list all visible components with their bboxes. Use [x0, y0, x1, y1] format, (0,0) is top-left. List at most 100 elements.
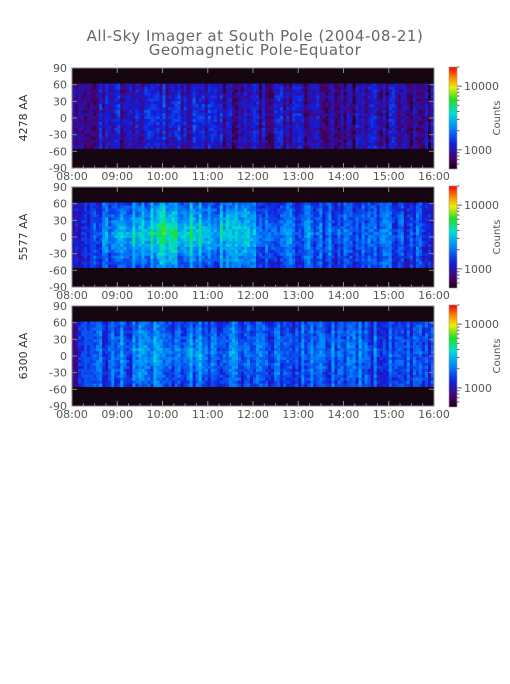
heatmap-cell — [316, 259, 319, 262]
heatmap-cell — [328, 241, 331, 244]
heatmap-cell — [147, 95, 150, 98]
heatmap-cell — [111, 95, 114, 98]
heatmap-cell — [328, 140, 331, 143]
heatmap-cell — [153, 84, 156, 87]
heatmap-cell — [81, 98, 84, 101]
heatmap-cell — [259, 253, 262, 256]
heatmap-cell — [319, 203, 322, 206]
heatmap-cell — [286, 98, 289, 101]
heatmap-cell — [380, 87, 383, 90]
heatmap-cell — [105, 84, 108, 87]
heatmap-cell — [328, 203, 331, 206]
heatmap-cell — [241, 107, 244, 110]
heatmap-cell — [135, 208, 138, 211]
heatmap-cell — [150, 104, 153, 107]
heatmap-cell — [265, 229, 268, 232]
heatmap-cell — [334, 143, 337, 146]
heatmap-cell — [87, 217, 90, 220]
heatmap-cell — [331, 211, 334, 214]
heatmap-cell — [286, 125, 289, 128]
heatmap-cell — [99, 226, 102, 229]
heatmap-cell — [241, 232, 244, 235]
heatmap-cell — [262, 143, 265, 146]
heatmap-cell — [208, 140, 211, 143]
heatmap-cell — [126, 110, 129, 113]
heatmap-cell — [250, 87, 253, 90]
heatmap-cell — [262, 265, 265, 268]
heatmap-cell — [298, 134, 301, 137]
heatmap-cell — [268, 223, 271, 226]
heatmap-cell — [322, 116, 325, 119]
heatmap-cell — [78, 244, 81, 247]
heatmap-cell — [377, 98, 380, 101]
heatmap-cell — [81, 232, 84, 235]
heatmap-cell — [334, 220, 337, 223]
heatmap-cell — [144, 122, 147, 125]
heatmap-cell — [328, 146, 331, 149]
heatmap-cell — [292, 113, 295, 116]
heatmap-cell — [229, 220, 232, 223]
heatmap-cell — [96, 104, 99, 107]
heatmap-cell — [220, 250, 223, 253]
heatmap-cell — [208, 107, 211, 110]
heatmap-cell — [340, 256, 343, 259]
figure-subtitle: Geomagnetic Pole-Equator — [149, 41, 362, 59]
heatmap-cell — [301, 235, 304, 238]
heatmap-cell — [268, 217, 271, 220]
heatmap-cell — [235, 87, 238, 90]
heatmap-cell — [226, 128, 229, 131]
heatmap-cell — [374, 247, 377, 250]
heatmap-cell — [166, 146, 169, 149]
heatmap-cell — [211, 84, 214, 87]
heatmap-cell — [232, 84, 235, 87]
heatmap-cell — [253, 214, 256, 217]
heatmap-cell — [337, 256, 340, 259]
heatmap-cell — [208, 226, 211, 229]
heatmap-cell — [307, 140, 310, 143]
heatmap-cell — [147, 208, 150, 211]
heatmap-cell — [141, 241, 144, 244]
heatmap-cell — [347, 214, 350, 217]
heatmap-cell — [304, 238, 307, 241]
heatmap-cell — [129, 98, 132, 101]
heatmap-cell — [277, 211, 280, 214]
heatmap-cell — [226, 203, 229, 206]
heatmap-cell — [229, 226, 232, 229]
heatmap-cell — [359, 211, 362, 214]
heatmap-cell — [280, 84, 283, 87]
heatmap-cell — [205, 256, 208, 259]
heatmap-cell — [226, 134, 229, 137]
heatmap-cell — [132, 226, 135, 229]
heatmap-cell — [365, 220, 368, 223]
heatmap-cell — [159, 232, 162, 235]
heatmap-cell — [259, 262, 262, 265]
heatmap-cell — [334, 223, 337, 226]
heatmap-cell — [105, 208, 108, 211]
heatmap-cell — [244, 89, 247, 92]
heatmap-cell — [114, 146, 117, 149]
heatmap-cell — [93, 131, 96, 134]
heatmap-cell — [178, 206, 181, 209]
heatmap-cell — [159, 110, 162, 113]
heatmap-cell — [102, 217, 105, 220]
heatmap-cell — [301, 140, 304, 143]
heatmap-cell — [81, 87, 84, 90]
heatmap-cell — [78, 223, 81, 226]
heatmap-cell — [262, 84, 265, 87]
heatmap-cell — [187, 134, 190, 137]
heatmap-cell — [138, 220, 141, 223]
heatmap-cell — [277, 206, 280, 209]
heatmap-cell — [193, 265, 196, 268]
heatmap-cell — [196, 143, 199, 146]
heatmap-cell — [193, 214, 196, 217]
heatmap-cell — [211, 259, 214, 262]
heatmap-cell — [277, 235, 280, 238]
heatmap-cell — [256, 259, 259, 262]
heatmap-cell — [132, 140, 135, 143]
heatmap-cell — [72, 95, 75, 98]
heatmap-cell — [93, 208, 96, 211]
heatmap-cell — [232, 95, 235, 98]
heatmap-cell — [362, 214, 365, 217]
heatmap-cell — [229, 104, 232, 107]
heatmap-cell — [359, 98, 362, 101]
